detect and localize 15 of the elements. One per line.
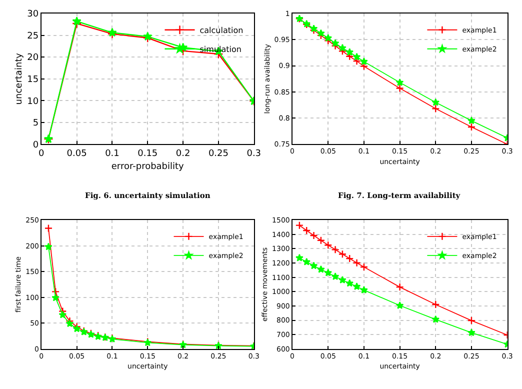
y-axis-title: uncertainty <box>14 52 24 105</box>
y-tick-label: 25 <box>27 31 39 42</box>
x-tick-label: 0.2 <box>176 149 190 160</box>
y-tick-label: 20 <box>27 53 39 64</box>
legend-label: calculation <box>200 26 244 35</box>
y-tick-label: 15 <box>27 75 39 86</box>
y-tick-label: 10 <box>27 96 39 107</box>
y-tick-label: 30 <box>27 10 39 20</box>
x-tick-label: 0.1 <box>105 149 120 160</box>
y-tick-label: 5 <box>32 118 39 129</box>
x-tick-label: 0.25 <box>208 149 228 160</box>
x-tick-label: 0.3 <box>246 149 262 160</box>
x-axis-title: error-probability <box>111 162 185 172</box>
x-tick-label: 0.05 <box>66 149 87 160</box>
x-tick-label: 0.15 <box>138 149 158 160</box>
